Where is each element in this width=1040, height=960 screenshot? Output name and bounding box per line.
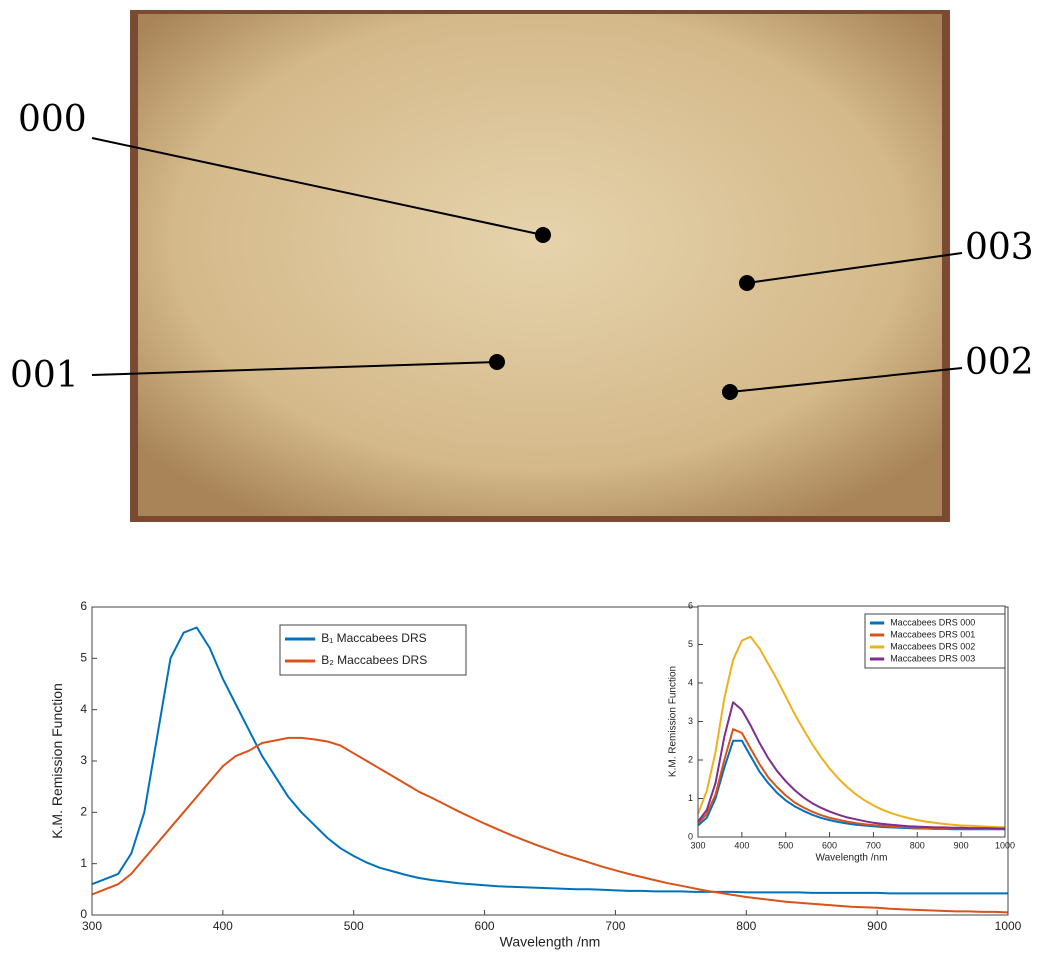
y-tick-label: 2: [688, 754, 693, 764]
x-tick-label: 300: [690, 840, 705, 850]
annotations: [91, 137, 963, 400]
legend-label: Maccabees DRS 000: [890, 617, 975, 627]
point: [739, 275, 755, 291]
x-tick-label: 900: [867, 919, 887, 933]
pointer-line: [729, 367, 963, 393]
point: [535, 227, 551, 243]
series-line: [697, 635, 1006, 829]
point: [722, 384, 738, 400]
y-tick-label: 1: [688, 793, 693, 803]
legend-label: Maccabees DRS 001: [890, 629, 975, 639]
point-label: 002: [965, 342, 1034, 383]
y-tick-label: 3: [688, 716, 693, 726]
legend-box: [279, 624, 467, 676]
x-tick-label: 1000: [995, 840, 1015, 850]
x-tick-label: 800: [910, 840, 925, 850]
pointer-line: [91, 137, 544, 236]
x-tick-label: 900: [954, 840, 969, 850]
y-axis-label: K.M. Remission Function: [667, 666, 678, 777]
x-axis-label: Wavelength /nm: [816, 852, 888, 863]
y-tick-label: 4: [688, 677, 693, 687]
legend-label: Maccabees DRS 003: [890, 653, 975, 663]
legend-label: Maccabees DRS 002: [890, 641, 975, 651]
legend-label: B₂ Maccabees DRS: [321, 653, 427, 667]
x-tick-label: 500: [344, 919, 364, 933]
pointer-line: [746, 252, 963, 284]
y-axis-label: K.M. Remission Function: [49, 683, 65, 839]
legend-box: [864, 613, 1006, 669]
pointer-line: [91, 361, 498, 376]
x-tick-label: 1000: [995, 919, 1022, 933]
series-line: [697, 701, 1005, 830]
y-tick-label: 3: [80, 753, 87, 767]
x-tick-label: 600: [822, 840, 837, 850]
x-tick-label: 300: [82, 919, 102, 933]
point-label: 003: [965, 227, 1034, 268]
x-tick-label: 800: [736, 919, 756, 933]
x-tick-label: 600: [475, 919, 495, 933]
series-line: [91, 736, 1009, 914]
x-tick-label: 400: [734, 840, 749, 850]
y-tick-label: 5: [688, 639, 693, 649]
x-tick-label: 700: [605, 919, 625, 933]
x-tick-label: 400: [213, 919, 233, 933]
y-tick-label: 6: [688, 600, 693, 610]
y-tick-label: 2: [80, 805, 87, 819]
x-axis-label: Wavelength /nm: [500, 933, 601, 949]
manuscript-photo: [138, 14, 942, 516]
y-tick-label: 1: [80, 856, 87, 870]
y-tick-label: 6: [80, 599, 87, 613]
point-label: 001: [10, 355, 79, 396]
legend-label: B₁ Maccabees DRS: [321, 631, 426, 645]
y-tick-label: 0: [80, 907, 87, 921]
y-tick-label: 4: [80, 702, 87, 716]
x-tick-label: 500: [778, 840, 793, 850]
point-label: 000: [18, 99, 87, 140]
x-tick-label: 700: [866, 840, 881, 850]
y-tick-label: 5: [80, 651, 87, 665]
series-line: [91, 626, 1008, 895]
y-tick-label: 0: [688, 831, 693, 841]
point: [489, 354, 505, 370]
